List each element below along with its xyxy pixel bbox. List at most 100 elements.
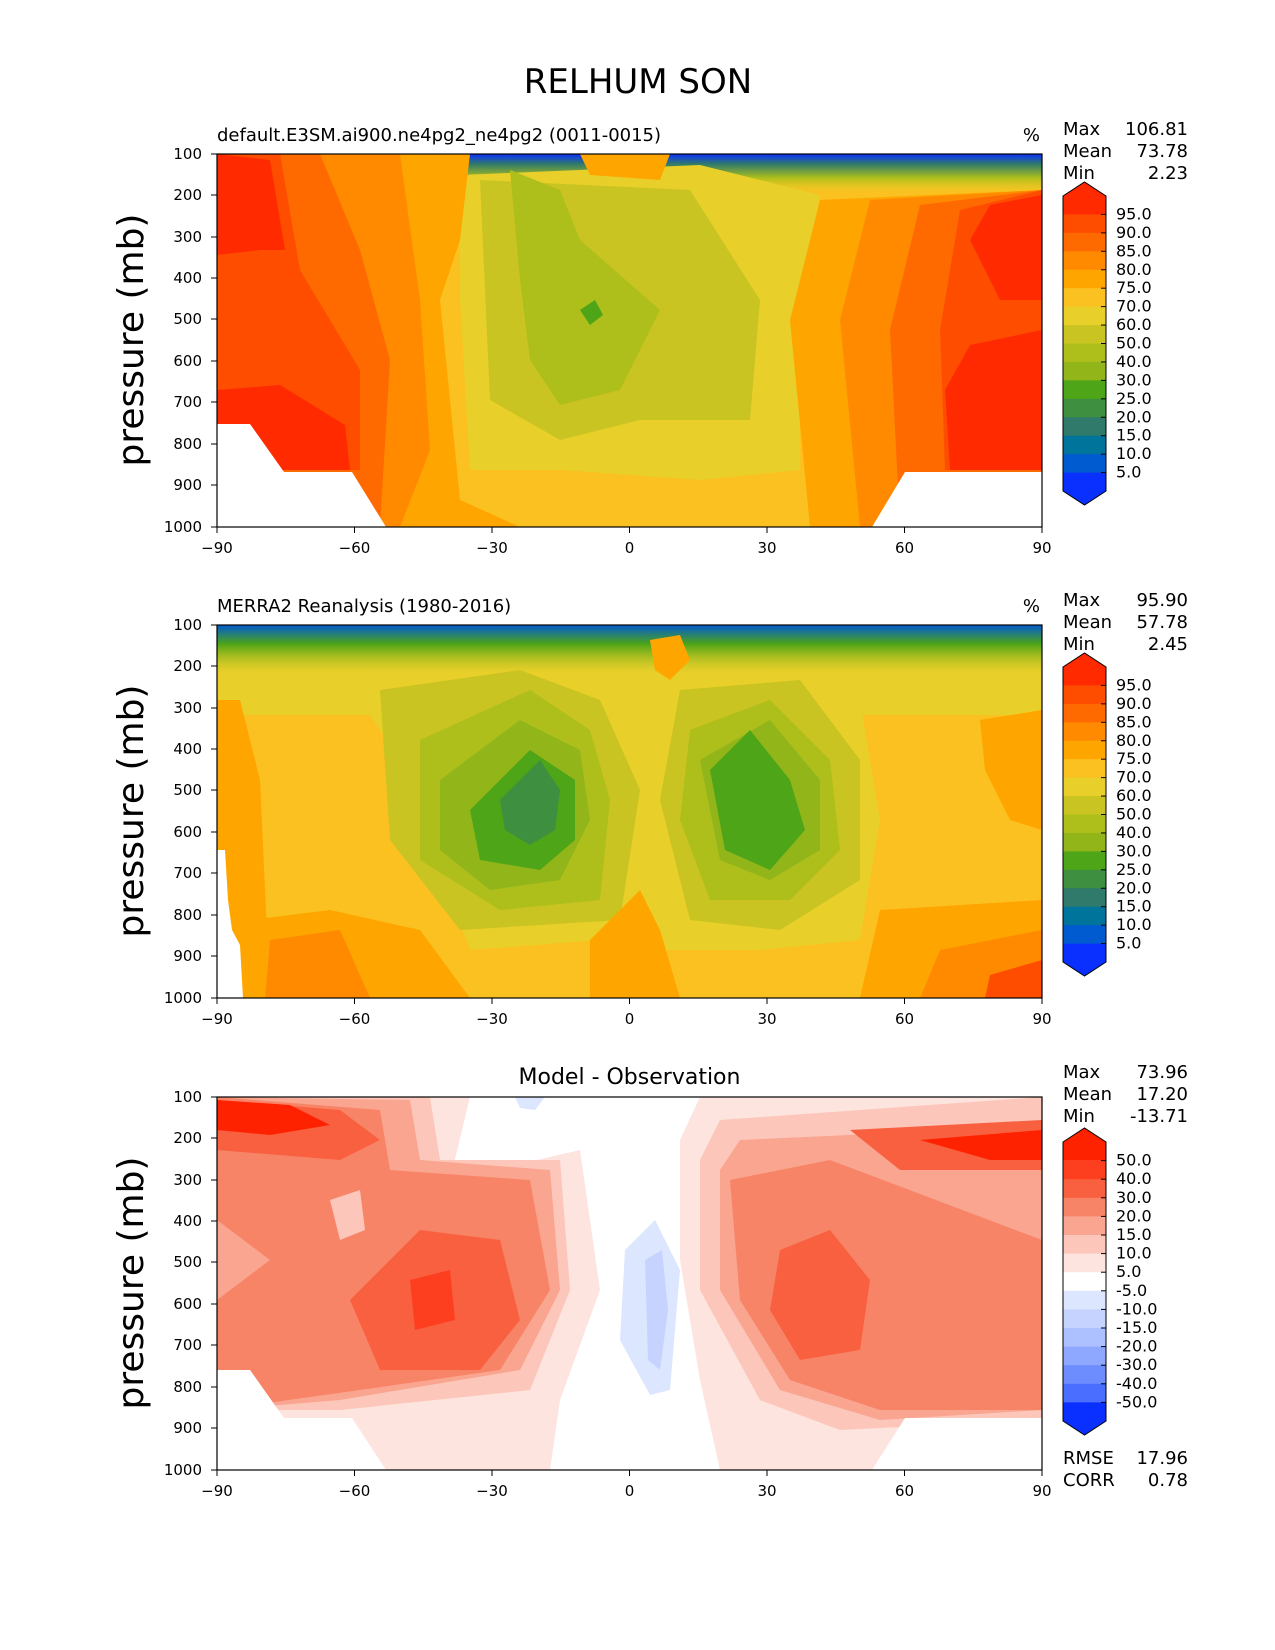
colorbar-tick-label: 95.0	[1116, 675, 1152, 694]
colorbar-tick-label: 70.0	[1116, 768, 1152, 787]
colorbar-segment	[1063, 740, 1106, 760]
colorbar-segment	[1063, 814, 1106, 834]
x-tick-label: −30	[476, 539, 508, 557]
colorbar-tick-label: 5.0	[1116, 934, 1141, 953]
colorbar-segment	[1063, 288, 1106, 308]
colorbar-tick-label: 15.0	[1116, 1225, 1152, 1244]
colorbar-segment	[1063, 685, 1106, 705]
stat-value: 17.20	[1136, 1084, 1188, 1105]
colorbar-tick-label: 25.0	[1116, 389, 1152, 408]
y-tick-label: 200	[173, 186, 202, 204]
colorbar-tick-label: 60.0	[1116, 786, 1152, 805]
y-axis: pressure (mb) 100 200 300 400 500 600 70…	[111, 145, 217, 536]
x-tick-label: −90	[201, 1010, 233, 1028]
y-tick-label: 1000	[164, 1461, 202, 1479]
colorbar-segment	[1063, 1197, 1106, 1217]
contour-band	[580, 300, 603, 325]
figure-title: RELHUM SON	[524, 62, 752, 102]
y-tick-label: 300	[173, 1171, 202, 1189]
y-tick-label: 600	[173, 823, 202, 841]
colorbar-segment	[1063, 832, 1106, 852]
colorbar-segment	[1063, 380, 1106, 400]
y-tick-label: 600	[173, 352, 202, 370]
y-tick-label: 300	[173, 228, 202, 246]
colorbar-segment	[1063, 1216, 1106, 1236]
metric-label: CORR	[1063, 1470, 1115, 1491]
colorbar-tick-label: 5.0	[1116, 1262, 1141, 1281]
contour-band	[217, 154, 285, 255]
contour-band	[590, 890, 680, 998]
contour-band	[645, 1250, 668, 1370]
stat-value: 73.78	[1136, 141, 1188, 162]
x-tick-label: −30	[476, 1482, 508, 1500]
colorbar-segment	[1063, 306, 1106, 326]
colorbar-tick-label: 20.0	[1116, 878, 1152, 897]
x-tick-label: 0	[625, 1010, 635, 1028]
metrics-block: RMSE 17.96 CORR 0.78	[1063, 1448, 1188, 1491]
x-tick-label: 60	[895, 1482, 914, 1500]
colorbar-segment	[1063, 1290, 1106, 1310]
colorbar-segment	[1063, 214, 1106, 234]
y-tick-label: 700	[173, 1336, 202, 1354]
contour-band	[985, 960, 1042, 998]
contour-field	[217, 1097, 1042, 1470]
contour-band	[970, 195, 1042, 300]
stat-value: -13.71	[1130, 1106, 1188, 1127]
y-tick-label: 400	[173, 269, 202, 287]
x-axis: −90 −60 −30 0 30 60 90	[201, 1470, 1052, 1500]
colorbar-segment	[1063, 398, 1106, 418]
panel-difference: Model - Observation Max 73.96 Mean 17.20…	[111, 1062, 1188, 1500]
contour-band	[410, 1270, 455, 1330]
colorbar-segment	[1063, 1328, 1106, 1348]
colorbar-tick-label: -10.0	[1116, 1299, 1157, 1318]
stat-label: Mean	[1063, 141, 1112, 162]
y-tick-label: 500	[173, 781, 202, 799]
y-tick-label: 900	[173, 1419, 202, 1437]
colorbar-tick-label: 50.0	[1116, 805, 1152, 824]
panel-units: %	[1023, 596, 1040, 617]
metric-label: RMSE	[1063, 1448, 1114, 1469]
colorbar-segment	[1063, 343, 1106, 363]
panel-title: Model - Observation	[519, 1065, 741, 1090]
x-tick-label: 30	[757, 1010, 776, 1028]
colorbar-outline	[1062, 181, 1107, 506]
colorbar-tick-label: 15.0	[1116, 897, 1152, 916]
y-tick-label: 300	[173, 699, 202, 717]
colorbar-tick-label: 10.0	[1116, 444, 1152, 463]
stat-label: Mean	[1063, 1084, 1112, 1105]
contour-band	[945, 330, 1042, 470]
colorbar-tick-label: 30.0	[1116, 841, 1152, 860]
stat-label: Max	[1063, 1062, 1101, 1083]
contour-band	[580, 154, 670, 180]
colorbar-tick-label: 40.0	[1116, 1169, 1152, 1188]
colorbar-segment	[1063, 435, 1106, 455]
stat-label: Min	[1063, 163, 1095, 184]
colorbar-segment	[1063, 1346, 1106, 1366]
colorbar-tick-label: 90.0	[1116, 694, 1152, 713]
colorbar-tick-label: 15.0	[1116, 426, 1152, 445]
x-tick-label: 90	[1032, 539, 1051, 557]
colorbar-segment	[1063, 943, 1106, 976]
colorbar-tick-label: 30.0	[1116, 370, 1152, 389]
contour-band	[265, 930, 370, 998]
contour-band	[770, 1230, 870, 1360]
colorbar-tick-label: 50.0	[1116, 1151, 1152, 1170]
contour-band	[330, 1190, 365, 1240]
stat-label: Min	[1063, 1106, 1095, 1127]
y-tick-label: 900	[173, 947, 202, 965]
x-tick-label: −90	[201, 1482, 233, 1500]
x-tick-label: 30	[757, 1482, 776, 1500]
stats-block: Max 95.90 Mean 57.78 Min 2.45	[1063, 590, 1188, 655]
x-axis: −90 −60 −30 0 30 60 90	[201, 998, 1052, 1028]
y-tick-label: 400	[173, 1212, 202, 1230]
stats-block: Max 73.96 Mean 17.20 Min -13.71	[1063, 1062, 1188, 1127]
stat-label: Max	[1063, 590, 1101, 611]
stat-value: 2.45	[1148, 634, 1188, 655]
panel-title: default.E3SM.ai900.ne4pg2_ne4pg2 (0011-0…	[217, 125, 661, 146]
colorbar-outline	[1062, 652, 1107, 977]
colorbar-tick-label: -15.0	[1116, 1318, 1157, 1337]
colorbar-tick-label: 10.0	[1116, 1244, 1152, 1263]
x-tick-label: 90	[1032, 1010, 1051, 1028]
x-tick-label: 0	[625, 539, 635, 557]
